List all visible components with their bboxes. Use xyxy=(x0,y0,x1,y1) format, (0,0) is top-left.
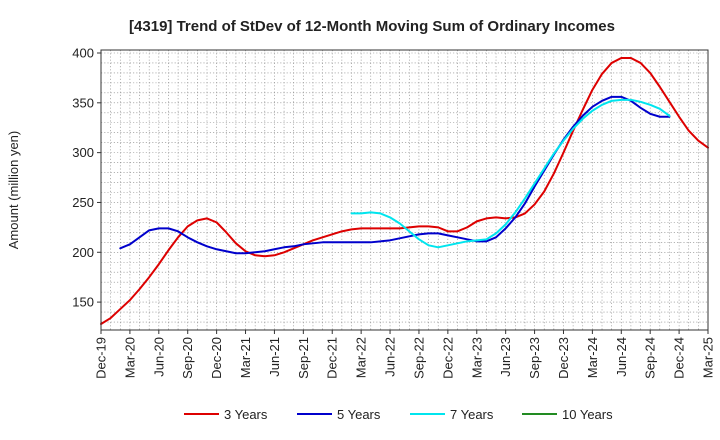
y-tick-label: 300 xyxy=(72,145,94,160)
x-tick-label: Mar-24 xyxy=(585,337,600,378)
x-tick-label: Dec-24 xyxy=(672,337,687,379)
x-tick-label: Sep-24 xyxy=(643,337,658,379)
x-tick-label: Dec-19 xyxy=(94,337,109,379)
x-tick-label: Jun-24 xyxy=(614,337,629,377)
x-tick-label: Jun-23 xyxy=(498,337,513,377)
series-line-7-years xyxy=(350,98,671,249)
x-tick-label: Mar-23 xyxy=(469,337,484,378)
y-tick-label: 250 xyxy=(72,195,94,210)
legend-label: 7 Years xyxy=(450,407,494,422)
x-tick-label: Mar-21 xyxy=(238,337,253,378)
legend-label: 3 Years xyxy=(224,407,268,422)
x-tick-label: Dec-23 xyxy=(556,337,571,379)
x-tick-label: Sep-22 xyxy=(411,337,426,379)
x-tick-label: Sep-20 xyxy=(180,337,195,379)
series-line-3-years xyxy=(100,56,709,326)
legend: 3 Years 5 Years 7 Years 10 Years xyxy=(184,407,613,422)
x-tick-label: Mar-25 xyxy=(701,337,716,378)
plot-area xyxy=(100,56,709,326)
y-tick-label: 150 xyxy=(72,295,94,310)
x-tick-label: Dec-20 xyxy=(209,337,224,379)
x-tick-label: Mar-20 xyxy=(122,337,137,378)
x-tick-label: Dec-22 xyxy=(440,337,455,379)
x-tick-label: Mar-22 xyxy=(354,337,369,378)
y-tick-label: 200 xyxy=(72,245,94,260)
x-tick-label: Jun-22 xyxy=(383,337,398,377)
x-tick-label: Sep-21 xyxy=(296,337,311,379)
y-tick-label: 400 xyxy=(72,45,94,60)
x-tick-label: Dec-21 xyxy=(325,337,340,379)
legend-label: 10 Years xyxy=(562,407,613,422)
y-axis-label: Amount (million yen) xyxy=(6,131,21,250)
x-tick-label: Sep-23 xyxy=(527,337,542,379)
x-tick-label: Jun-21 xyxy=(267,337,282,377)
axes: 150 200 250 300 350 400 Dec-19 Mar-20 Jun-20 Sep-… xyxy=(72,45,715,378)
series-line-5-years xyxy=(119,95,671,255)
plot-frame xyxy=(100,49,709,331)
chart-title: [4319] Trend of StDev of 12-Month Moving… xyxy=(129,18,615,35)
legend-label: 5 Years xyxy=(337,407,381,422)
x-tick-label: Jun-20 xyxy=(151,337,166,377)
grid xyxy=(101,50,708,330)
y-tick-label: 350 xyxy=(72,95,94,110)
